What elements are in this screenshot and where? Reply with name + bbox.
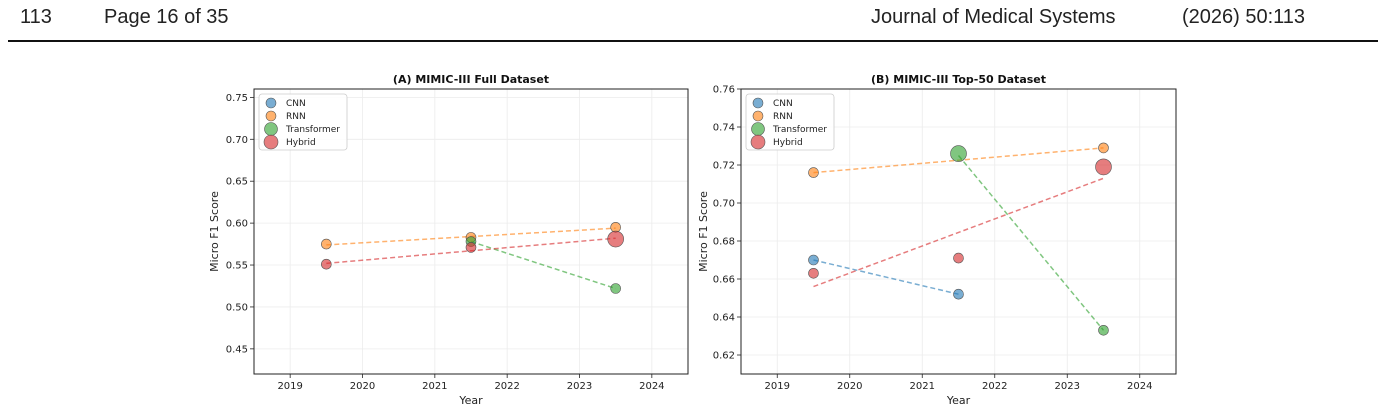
y-tick-label: 0.65 <box>226 177 248 188</box>
journal-name: Journal of Medical Systems <box>871 6 1116 28</box>
chart-title: (B) MIMIC-III Top-50 Dataset <box>871 73 1046 86</box>
y-axis-label: Micro F1 Score <box>208 191 221 272</box>
legend-label-rnn: RNN <box>773 112 793 122</box>
chart-b: 2019 2020 2021 2022 2023 2024 0.62 0.64 0.66 0.68… <box>697 73 1177 407</box>
legend-label-hybrid: Hybrid <box>286 138 316 148</box>
y-tick-label: 0.74 <box>713 123 735 134</box>
y-tick-label: 0.66 <box>713 275 735 286</box>
legend: CNN RNN Transformer Hybrid <box>258 93 348 151</box>
y-tick-label: 0.70 <box>226 135 248 146</box>
legend-marker-rnn <box>752 110 764 122</box>
y-axis-label: Micro F1 Score <box>697 191 710 272</box>
x-tick-label: 2024 <box>639 381 664 392</box>
point-hybrid <box>321 258 332 270</box>
point-rnn <box>321 238 332 250</box>
trend-line-transformer <box>957 155 1105 331</box>
y-tick-label: 0.60 <box>226 219 248 230</box>
chart-title: (A) MIMIC-III Full Dataset <box>393 73 549 86</box>
point-hybrid <box>465 242 477 253</box>
y-tick-label: 0.68 <box>713 237 735 248</box>
chart-a: 2019 2020 2021 2022 2023 2024 0.45 0.50 0.55 0.60… <box>208 73 689 407</box>
legend-label-transformer: Transformer <box>285 125 340 135</box>
x-tick-label: 2021 <box>910 381 935 392</box>
x-tick-label: 2021 <box>422 381 447 392</box>
point-hybrid <box>1095 158 1112 176</box>
point-cnn <box>808 254 819 266</box>
legend-box <box>745 93 835 151</box>
plot-frame <box>253 88 689 375</box>
legend: CNN RNN Transformer Hybrid <box>745 93 835 151</box>
header-rule <box>8 40 1378 42</box>
x-tick-label: 2022 <box>494 381 519 392</box>
legend-marker-rnn <box>265 110 277 122</box>
plot-frame <box>740 88 1177 375</box>
point-transformer <box>610 283 621 294</box>
trend-line-cnn <box>813 259 959 295</box>
page-of-label: Page 16 of 35 <box>104 6 229 28</box>
legend-label-rnn: RNN <box>286 112 306 122</box>
legend-label-transformer: Transformer <box>772 125 827 135</box>
citation: (2026) 50:113 <box>1182 6 1306 28</box>
point-cnn <box>953 288 964 300</box>
y-tick-label: 0.70 <box>713 199 735 210</box>
point-hybrid <box>808 267 819 279</box>
x-tick-label: 2020 <box>350 381 375 392</box>
y-tick-label: 0.64 <box>713 313 735 324</box>
legend-marker-hybrid <box>750 134 766 150</box>
x-axis-label: Year <box>946 394 971 407</box>
y-tick-label: 0.76 <box>713 85 735 96</box>
legend-box <box>258 93 348 151</box>
y-tick-label: 0.72 <box>713 161 735 172</box>
legend-marker-transformer <box>751 122 765 136</box>
legend-marker-transformer <box>264 122 278 136</box>
legend-label-hybrid: Hybrid <box>773 138 803 148</box>
legend-label-cnn: CNN <box>773 99 793 109</box>
page-number: 113 <box>20 6 52 28</box>
x-tick-label: 2023 <box>567 381 592 392</box>
legend-label-cnn: CNN <box>286 99 306 109</box>
x-tick-label: 2019 <box>277 381 302 392</box>
y-tick-label: 0.75 <box>226 93 248 104</box>
point-rnn <box>1098 142 1109 154</box>
y-tick-label: 0.55 <box>226 261 248 272</box>
trend-line-hybrid <box>813 177 1104 288</box>
legend-marker-cnn <box>752 97 764 109</box>
y-tick-label: 0.50 <box>226 302 248 313</box>
x-tick-label: 2024 <box>1127 381 1152 392</box>
point-transformer <box>1098 324 1109 336</box>
x-tick-label: 2020 <box>837 381 862 392</box>
point-transformer <box>950 145 967 162</box>
x-axis-label: Year <box>458 394 483 407</box>
y-tick-label: 0.62 <box>713 351 735 362</box>
y-tick-label: 0.45 <box>226 344 248 355</box>
legend-marker-hybrid <box>263 134 279 150</box>
page-header: 113 Page 16 of 35 Journal of Medical Sys… <box>0 0 1384 44</box>
legend-marker-cnn <box>265 97 277 109</box>
point-rnn <box>808 167 819 178</box>
x-tick-label: 2022 <box>982 381 1007 392</box>
x-tick-label: 2023 <box>1055 381 1080 392</box>
point-hybrid <box>607 230 624 248</box>
x-tick-label: 2019 <box>765 381 790 392</box>
point-hybrid <box>953 252 964 264</box>
